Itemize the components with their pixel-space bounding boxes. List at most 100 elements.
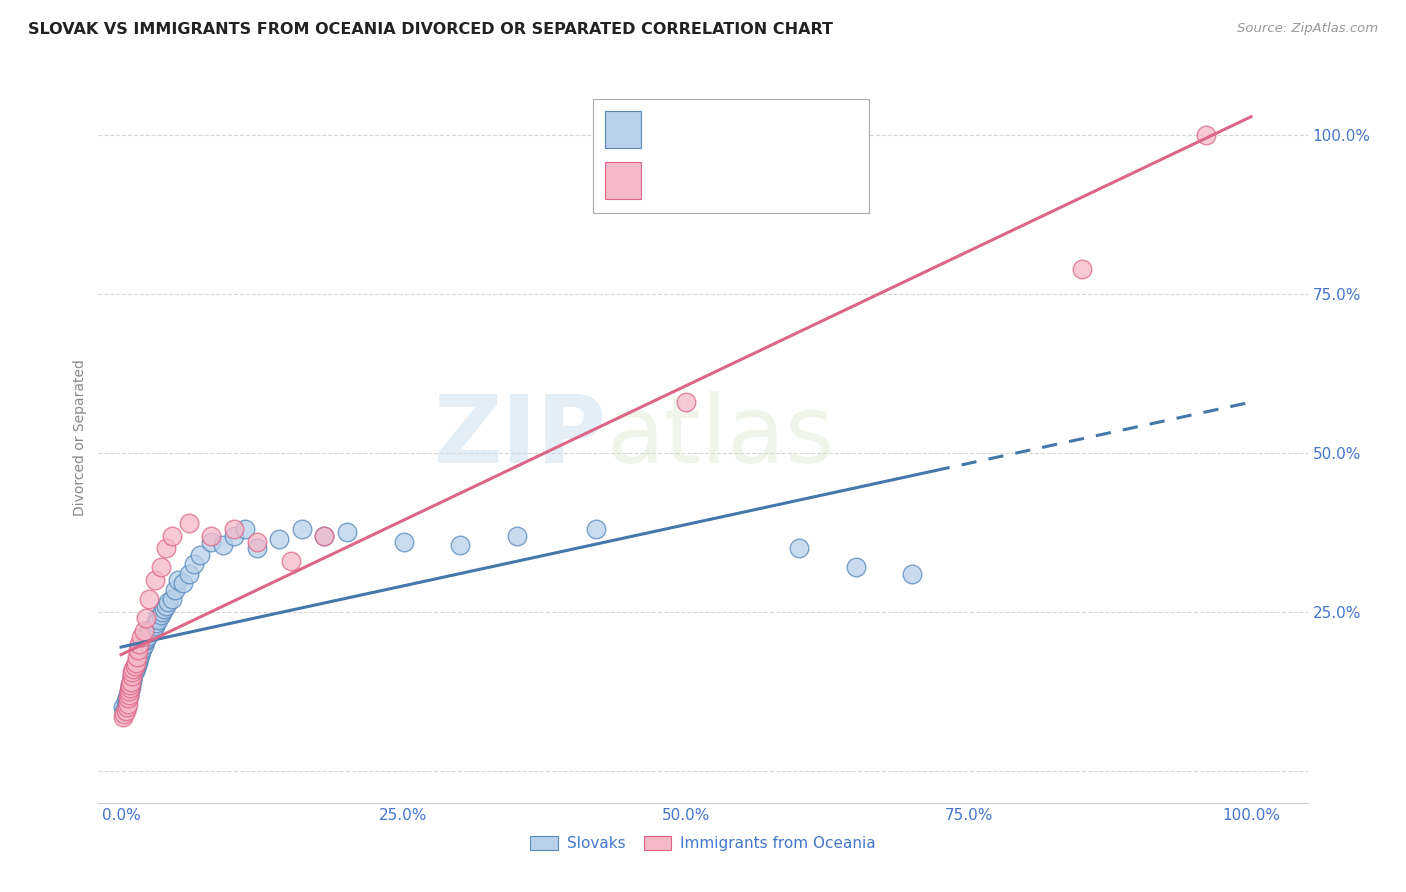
- Point: [129, 648, 152, 662]
- Point: [117, 690, 139, 705]
- Point: [120, 678, 142, 692]
- Point: [141, 621, 163, 635]
- Point: [127, 655, 149, 669]
- Point: [127, 643, 149, 657]
- Point: [120, 681, 142, 696]
- Point: [125, 649, 148, 664]
- Point: [121, 672, 143, 686]
- Point: [505, 529, 527, 543]
- Point: [124, 664, 146, 678]
- Point: [138, 592, 160, 607]
- Point: [125, 659, 148, 673]
- Point: [131, 631, 153, 645]
- Point: [112, 704, 135, 718]
- Point: [112, 710, 135, 724]
- Point: [155, 599, 177, 613]
- Point: [114, 704, 136, 718]
- Point: [121, 670, 143, 684]
- Point: [222, 529, 245, 543]
- Point: [136, 627, 159, 641]
- Y-axis label: Divorced or Separated: Divorced or Separated: [73, 359, 87, 516]
- Point: [233, 522, 256, 536]
- Point: [165, 582, 187, 597]
- Point: [200, 535, 222, 549]
- Point: [177, 566, 200, 581]
- Point: [845, 560, 868, 574]
- Point: [160, 592, 183, 607]
- Point: [211, 538, 233, 552]
- Point: [585, 522, 607, 536]
- Point: [125, 657, 148, 672]
- Point: [155, 541, 177, 556]
- Point: [901, 566, 924, 581]
- Text: ZIP: ZIP: [433, 391, 606, 483]
- Point: [131, 644, 153, 658]
- Point: [153, 602, 176, 616]
- Point: [145, 616, 167, 631]
- Point: [138, 624, 160, 638]
- Point: [132, 637, 155, 651]
- Point: [124, 659, 146, 673]
- Text: atlas: atlas: [606, 391, 835, 483]
- Point: [675, 395, 697, 409]
- Point: [172, 576, 194, 591]
- Point: [118, 686, 141, 700]
- Point: [183, 558, 205, 572]
- Point: [120, 675, 142, 690]
- Point: [121, 665, 143, 680]
- Point: [125, 657, 148, 672]
- Text: R = 0.377   N = 82: R = 0.377 N = 82: [655, 122, 807, 137]
- Point: [134, 633, 156, 648]
- Point: [122, 667, 145, 681]
- Point: [120, 681, 142, 696]
- Point: [314, 529, 336, 543]
- Point: [128, 637, 150, 651]
- Point: [1070, 261, 1092, 276]
- Point: [143, 619, 166, 633]
- Point: [124, 662, 146, 676]
- Point: [146, 611, 169, 625]
- Point: [135, 632, 157, 646]
- Point: [120, 675, 142, 690]
- Point: [336, 525, 359, 540]
- Point: [114, 694, 136, 708]
- Point: [131, 640, 153, 654]
- Bar: [605, 162, 641, 199]
- Point: [117, 688, 139, 702]
- Point: [142, 623, 165, 637]
- Point: [122, 662, 145, 676]
- Point: [125, 656, 148, 670]
- Point: [118, 684, 141, 698]
- Point: [449, 538, 471, 552]
- Point: [149, 560, 172, 574]
- Point: [121, 673, 143, 688]
- Point: [177, 516, 200, 530]
- Point: [131, 643, 153, 657]
- Point: [131, 641, 153, 656]
- Point: [160, 529, 183, 543]
- Point: [132, 638, 155, 652]
- Point: [392, 535, 415, 549]
- FancyBboxPatch shape: [593, 99, 869, 213]
- Point: [117, 697, 139, 711]
- Point: [128, 651, 150, 665]
- Point: [120, 678, 142, 692]
- Point: [269, 532, 291, 546]
- Point: [246, 541, 269, 556]
- Point: [143, 573, 166, 587]
- Point: [127, 653, 149, 667]
- Point: [149, 608, 172, 623]
- Point: [314, 529, 336, 543]
- Point: [128, 649, 150, 664]
- Point: [125, 656, 148, 670]
- Point: [112, 700, 135, 714]
- Point: [166, 573, 188, 587]
- Point: [115, 690, 138, 705]
- Point: [120, 680, 142, 694]
- Point: [787, 541, 810, 556]
- Point: [200, 529, 222, 543]
- Point: [132, 624, 155, 638]
- Point: [118, 688, 141, 702]
- Point: [222, 522, 245, 536]
- Point: [118, 684, 141, 698]
